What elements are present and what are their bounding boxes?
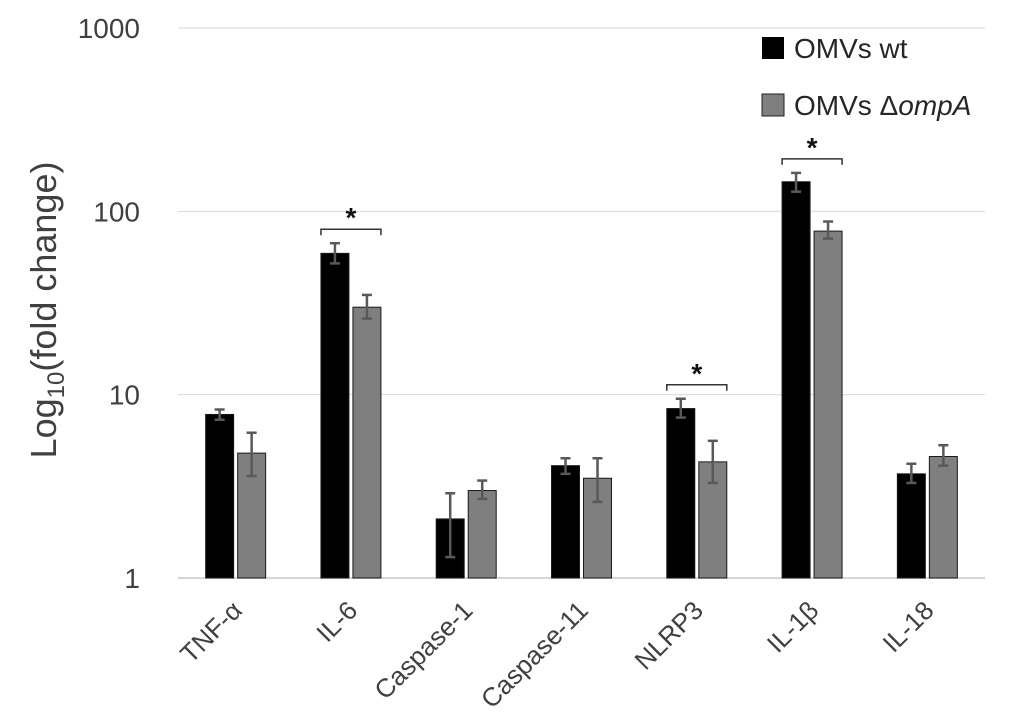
bar bbox=[352, 306, 382, 579]
x-category-label: IL-1β bbox=[761, 595, 824, 658]
y-axis-title-subscript: 10 bbox=[43, 372, 70, 399]
legend-swatch-series-2 bbox=[761, 93, 785, 117]
x-category-label: TNF-α bbox=[174, 595, 248, 669]
bar bbox=[928, 455, 958, 579]
x-category-label: IL-18 bbox=[876, 595, 939, 658]
legend-label-series-1: OMVs wt bbox=[794, 33, 908, 64]
y-tick-labels: 1 10 100 1000 bbox=[78, 13, 140, 594]
bar bbox=[467, 490, 497, 579]
y-tick-label: 100 bbox=[93, 196, 140, 227]
bar bbox=[781, 181, 811, 579]
y-axis-title: Log10(fold change) bbox=[23, 162, 70, 459]
significance-bracket bbox=[666, 384, 728, 391]
y-axis-title-prefix: Log bbox=[23, 398, 64, 458]
x-category-label: Caspase-11 bbox=[475, 595, 594, 714]
x-category-label: Caspase-1 bbox=[368, 595, 478, 705]
x-category-label: IL-6 bbox=[310, 595, 363, 648]
y-axis-title-suffix: (fold change) bbox=[23, 162, 64, 372]
bar bbox=[551, 465, 580, 579]
bars bbox=[205, 181, 958, 579]
bar bbox=[813, 230, 843, 579]
error-bars bbox=[214, 171, 949, 559]
y-tick-label: 10 bbox=[109, 380, 140, 411]
significance-markers: * * * bbox=[320, 132, 843, 391]
y-tick-label: 1 bbox=[124, 563, 140, 594]
legend-swatch-series-1 bbox=[762, 37, 784, 59]
x-category-label: NLRP3 bbox=[629, 595, 709, 675]
bar bbox=[896, 473, 926, 579]
legend-label-series-2: OMVs ΔompA bbox=[794, 90, 971, 121]
significance-asterisk: * bbox=[345, 202, 356, 233]
y-tick-label: 1000 bbox=[78, 13, 140, 44]
bar bbox=[666, 408, 696, 579]
significance-bracket bbox=[320, 228, 382, 236]
gridlines bbox=[178, 27, 985, 579]
significance-bracket bbox=[781, 158, 843, 165]
bar bbox=[320, 252, 350, 579]
significance-asterisk: * bbox=[807, 132, 818, 163]
legend: OMVs wt OMVs ΔompA bbox=[761, 33, 971, 121]
significance-asterisk: * bbox=[691, 358, 702, 389]
bar bbox=[205, 413, 235, 579]
